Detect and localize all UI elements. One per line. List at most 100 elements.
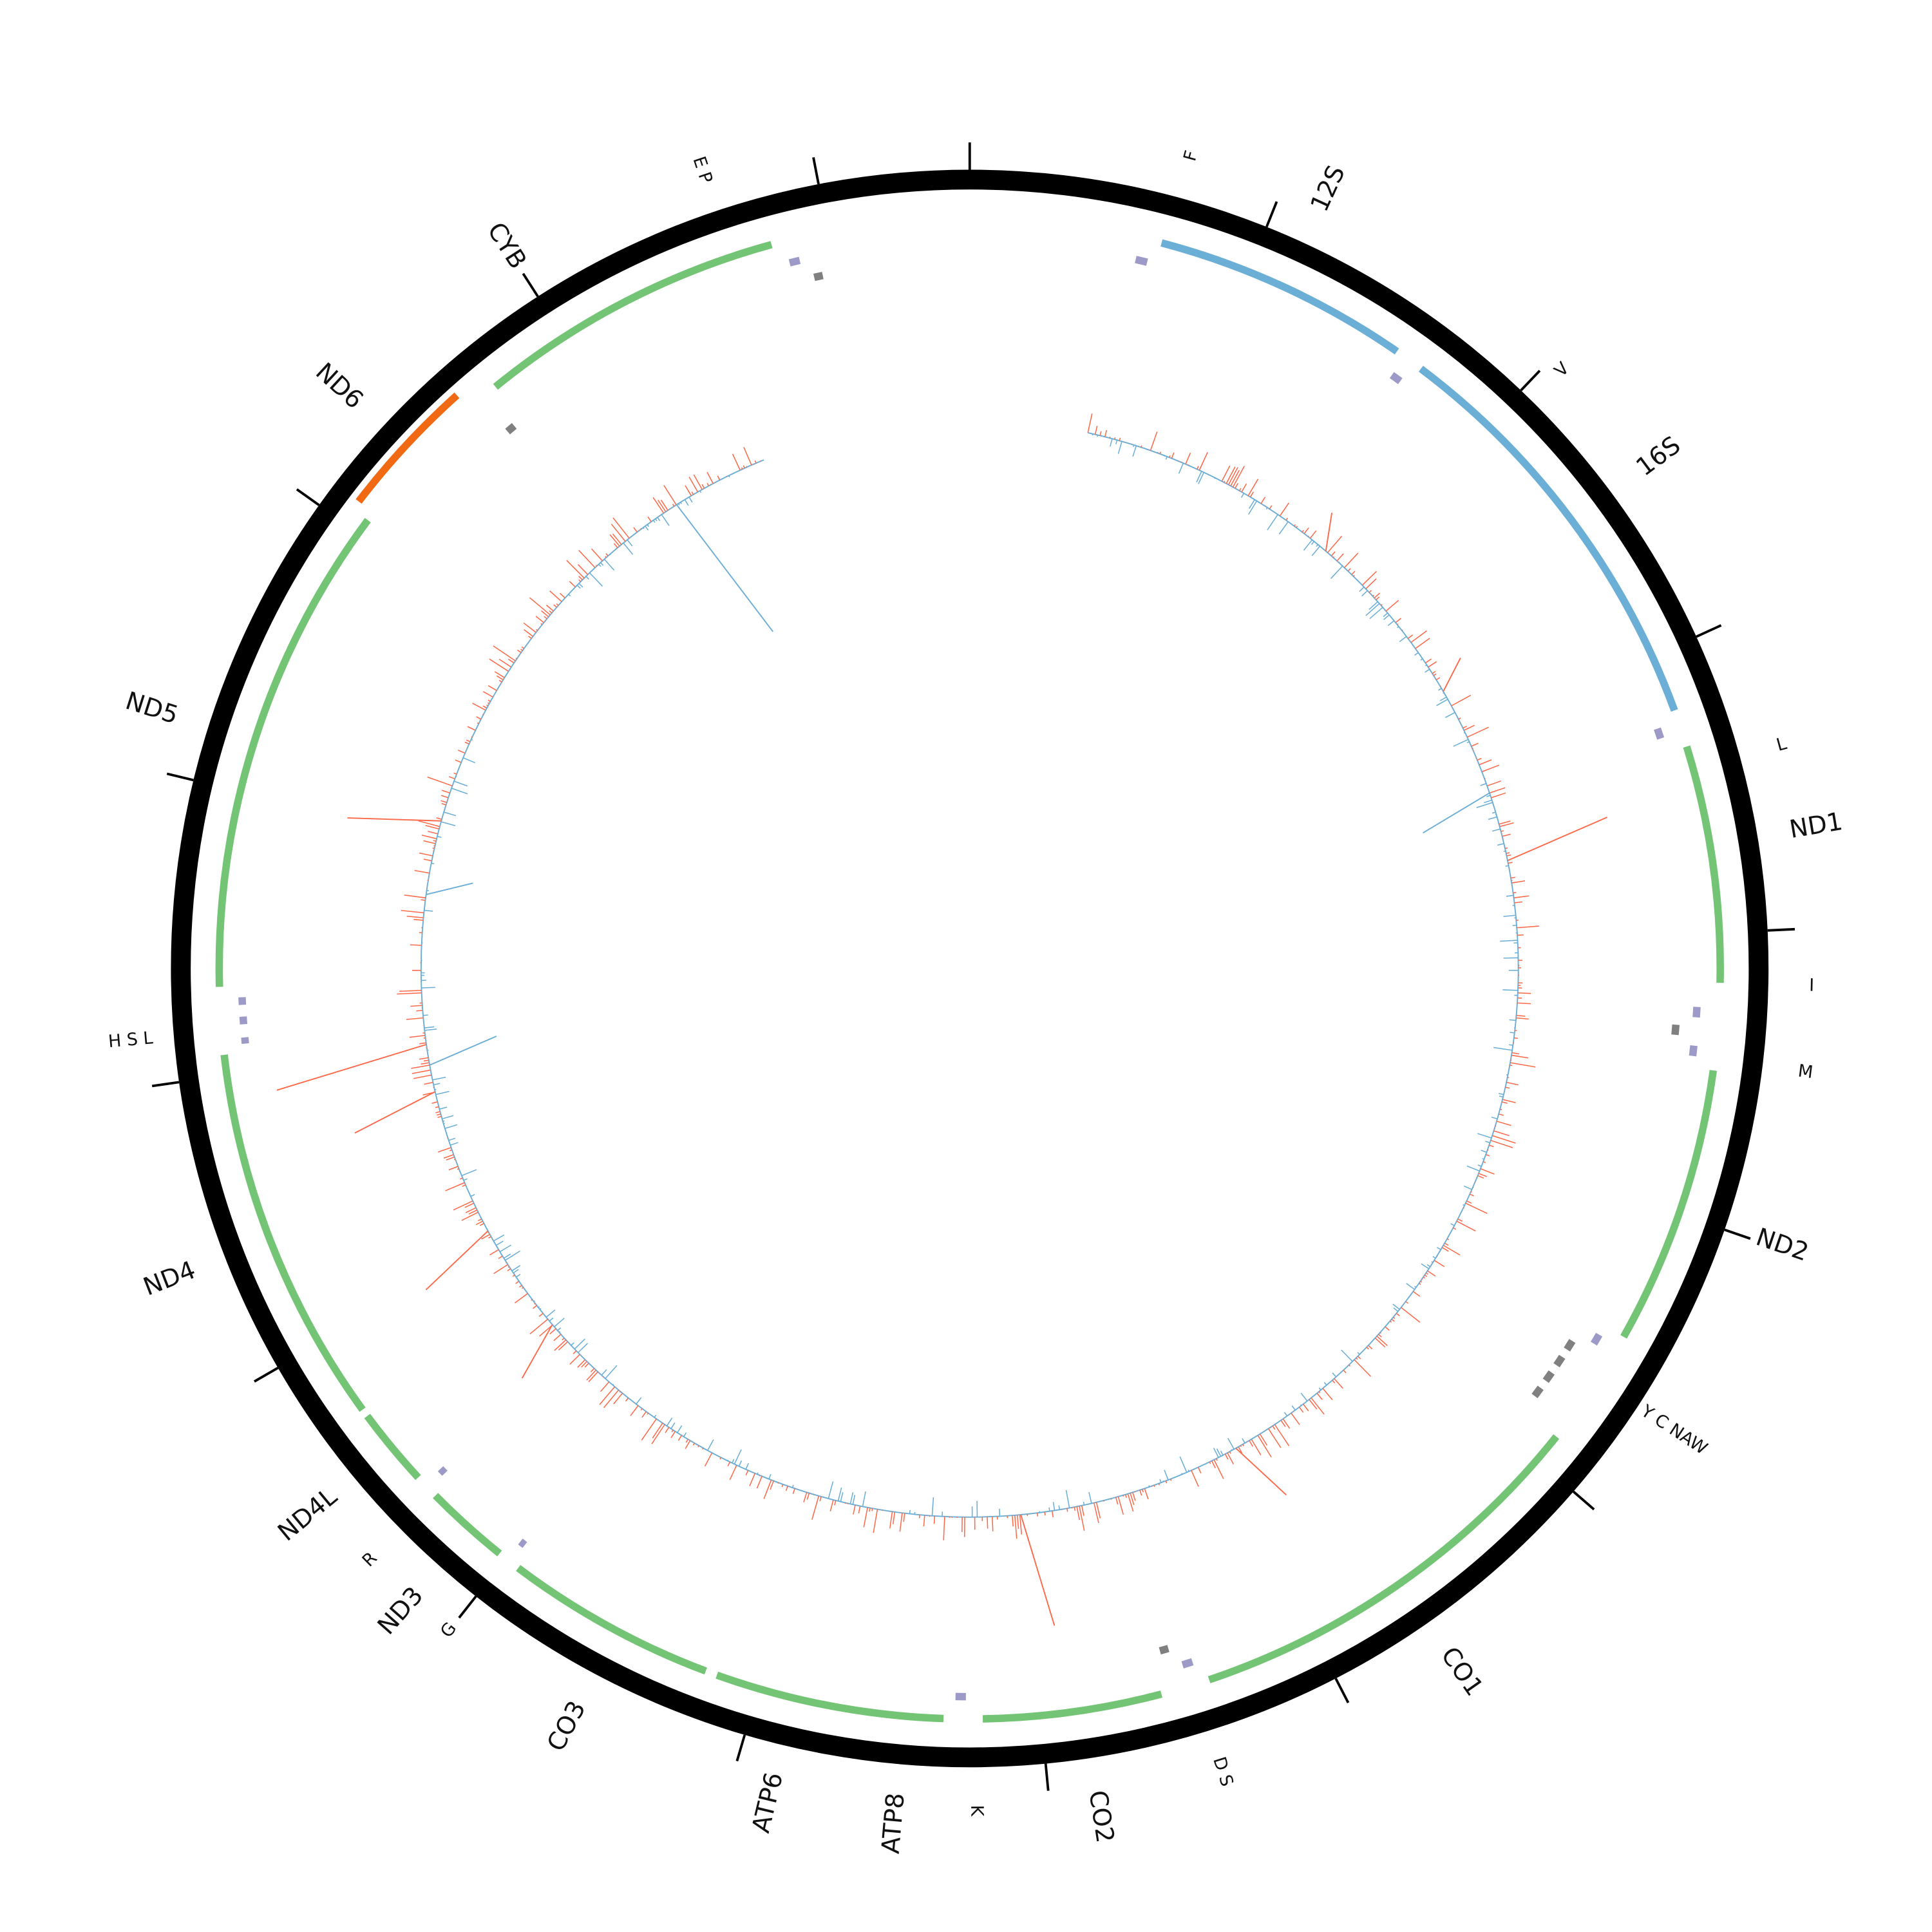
coverage-bar	[670, 1431, 676, 1438]
coverage-bar	[1359, 586, 1365, 592]
coverage-bar	[840, 1492, 844, 1502]
feature-nd5-arc	[215, 518, 371, 987]
coverage-bar	[691, 491, 694, 495]
coverage-bar	[1323, 1382, 1327, 1386]
coverage-bar	[1393, 1307, 1399, 1312]
coverage-bar	[1380, 603, 1383, 606]
coverage-bar	[427, 776, 453, 787]
coverage-bar	[1122, 1495, 1124, 1497]
coverage-bar	[441, 790, 450, 794]
coverage-bar	[523, 622, 536, 633]
coverage-bar	[586, 1370, 596, 1381]
coverage-bar	[1139, 1490, 1142, 1496]
coverage-bar	[613, 543, 618, 549]
coverage-bar	[630, 1405, 639, 1416]
coverage-bar	[1491, 1117, 1498, 1120]
coverage-bar	[1485, 1141, 1490, 1144]
coverage-bar	[1260, 497, 1266, 504]
tick-marks	[151, 142, 1795, 1791]
feature-label: ND2	[1752, 1222, 1812, 1267]
coverage-bar	[1311, 545, 1321, 556]
coverage-bar	[1491, 792, 1506, 799]
coverage-bar	[1316, 544, 1319, 547]
coverage-bar	[1221, 465, 1231, 482]
coverage-bar	[1354, 1359, 1372, 1377]
coverage-bar	[745, 1470, 749, 1475]
coverage-bar	[1209, 1461, 1211, 1464]
tick-mark	[151, 1081, 180, 1088]
feature-label: CO3	[542, 1696, 592, 1756]
coverage-bar	[641, 1411, 647, 1418]
feature-a-arc	[1564, 1339, 1576, 1352]
coverage-bar	[1421, 1278, 1423, 1280]
coverage-bar	[1294, 524, 1296, 527]
coverage-bar	[448, 1166, 459, 1171]
coverage-bar	[544, 616, 547, 620]
coverage-bar	[1383, 614, 1390, 620]
coverage-bar	[658, 499, 667, 513]
coverage-bar	[423, 858, 432, 862]
coverage-bar	[1240, 493, 1245, 498]
coverage-bar	[412, 1069, 431, 1074]
coverage-bar	[1104, 430, 1108, 437]
coverage-bar	[1489, 1144, 1494, 1148]
coverage-bar	[463, 1178, 468, 1181]
coverage-bar	[1296, 526, 1298, 528]
coverage-bar	[1516, 1017, 1529, 1020]
coverage-bar	[1396, 1312, 1400, 1316]
coverage-bar	[1334, 558, 1336, 560]
feature-label: K	[967, 1805, 987, 1817]
coverage-bar	[1498, 1093, 1504, 1095]
coverage-bar	[745, 1463, 750, 1470]
coverage-bar	[1510, 876, 1515, 879]
coverage-bar	[1432, 670, 1436, 674]
coverage-bar	[1302, 529, 1304, 533]
coverage-bar	[529, 1318, 549, 1334]
coverage-bar	[589, 572, 603, 587]
coverage-bar	[1368, 601, 1378, 610]
coverage-bar	[1224, 480, 1226, 483]
coverage-bar	[1513, 1037, 1519, 1039]
coverage-bar	[1334, 1378, 1343, 1389]
coverage-bar	[1385, 600, 1399, 612]
coverage-bar	[476, 716, 482, 720]
coverage-bar	[1492, 828, 1501, 832]
feature-co1-arc	[1208, 1434, 1560, 1683]
coverage-bar	[1300, 1404, 1302, 1406]
coverage-bar	[411, 1065, 430, 1069]
coverage-bar	[734, 1449, 742, 1464]
coverage-bar	[683, 1432, 687, 1437]
coverage-bar	[397, 992, 422, 995]
coverage-bar	[1242, 1438, 1245, 1444]
coverage-bar	[1303, 539, 1313, 551]
coverage-bar	[806, 1493, 810, 1500]
coverage-bar	[1065, 1490, 1070, 1508]
feature-label: F	[1180, 149, 1202, 164]
coverage-bar	[1406, 1283, 1416, 1290]
coverage-bar	[611, 524, 626, 542]
coverage-bar	[1279, 502, 1289, 516]
coverage-bar	[596, 565, 598, 567]
coverage-bar	[1249, 1440, 1253, 1447]
coverage-bar	[1365, 603, 1380, 616]
coverage-bar	[568, 594, 571, 597]
coverage-bar	[685, 1439, 689, 1443]
coverage-bar	[470, 1194, 475, 1197]
coverage-bar	[892, 1511, 896, 1524]
coverage-bar	[641, 1418, 657, 1441]
coverage-bar	[584, 1363, 589, 1368]
coverage-bar	[746, 466, 748, 468]
coverage-bar	[1424, 1274, 1428, 1277]
coverage-bar	[1477, 757, 1482, 761]
coverage-bar	[1423, 1276, 1425, 1279]
feature-label: ND1	[1787, 807, 1844, 844]
feature-q-arc	[1671, 1024, 1680, 1036]
coverage-bar	[1506, 1081, 1519, 1086]
coverage-bar	[443, 1122, 445, 1124]
coverage-bar	[1012, 1515, 1014, 1527]
coverage-bar	[421, 987, 435, 989]
coverage-bar	[1336, 553, 1344, 562]
coverage-bar	[578, 549, 596, 569]
coverage-bar	[625, 1397, 629, 1402]
coverage-bar	[486, 705, 489, 706]
